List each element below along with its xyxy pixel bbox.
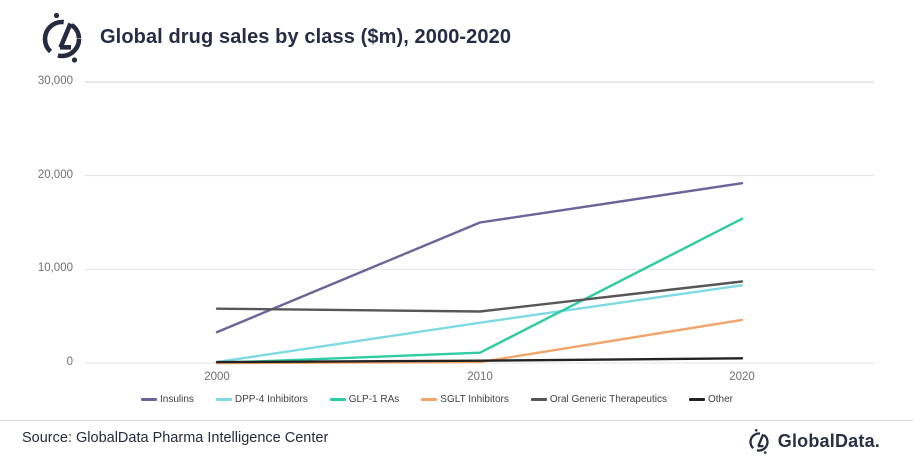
legend-swatch	[688, 398, 705, 401]
legend-item-sglt-inhibitors: SGLT Inhibitors	[421, 394, 509, 405]
legend-label: Oral Generic Therapeutics	[549, 394, 667, 405]
y-tick-label: 20,000	[37, 169, 73, 181]
series-line-other	[215, 357, 744, 364]
globaldata-logo-icon-small	[749, 428, 769, 454]
legend-item-glp1-ras: GLP-1 RAs	[329, 394, 400, 405]
series-line-glp-1-ras	[215, 217, 744, 365]
legend-item-other: Other	[688, 394, 733, 405]
globaldata-logo-icon	[42, 12, 82, 63]
legend-item-oral-generic-therapeutics: Oral Generic Therapeutics	[530, 394, 667, 405]
series-line-sglt-inhibitors	[215, 318, 744, 365]
legend-swatch	[329, 398, 346, 401]
brand-name: GlobalData.	[777, 430, 880, 451]
footer-divider	[0, 420, 913, 421]
legend-label: DPP-4 Inhibitors	[234, 394, 308, 405]
source-text: Source: GlobalData Pharma Intelligence C…	[22, 430, 329, 446]
legend-label: GLP-1 RAs	[348, 394, 400, 405]
series-line-dpp-4-inhibitors	[215, 284, 744, 364]
y-tick-label: 10,000	[37, 262, 73, 274]
x-tick-label: 2020	[729, 371, 755, 383]
legend-swatch	[421, 398, 438, 401]
y-tick-label: 0	[66, 356, 73, 368]
series-line-oral-generic-therapeutics	[215, 280, 744, 313]
legend-item-dpp4-inhibitors: DPP-4 Inhibitors	[215, 394, 308, 405]
y-tick-label: 30,000	[37, 75, 73, 87]
brand-lockup: GlobalData.	[746, 428, 880, 454]
legend-swatch	[141, 398, 157, 401]
x-tick-label: 2010	[467, 371, 493, 383]
chart-title: Global drug sales by class ($m), 2000-20…	[100, 26, 512, 48]
legend-swatch	[530, 398, 547, 401]
legend-label: Other	[707, 394, 733, 405]
x-tick-label: 2000	[204, 371, 230, 383]
legend-item-insulins: Insulins	[141, 394, 194, 405]
chart-legend: Insulins DPP-4 Inhibitors GLP-1 RAs SGLT…	[141, 394, 733, 405]
series-line-insulins	[215, 181, 744, 334]
legend-label: Insulins	[160, 394, 194, 405]
legend-label: SGLT Inhibitors	[440, 394, 509, 405]
legend-swatch	[215, 398, 232, 401]
